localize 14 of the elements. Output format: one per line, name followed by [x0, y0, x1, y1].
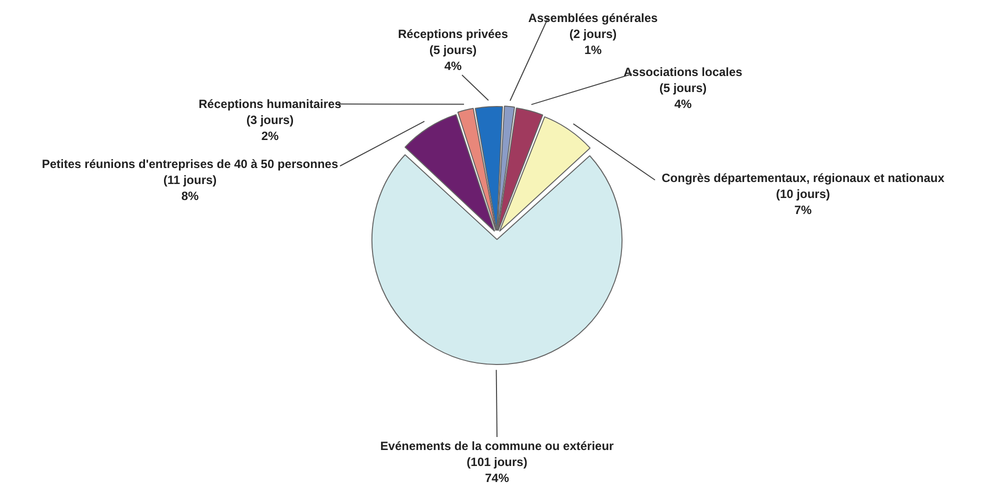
data-label: (3 jours) 2%	[246, 113, 294, 143]
data-label: (101 jours) 74%	[466, 455, 528, 485]
slice-label: Congrès départementaux, régionaux et nationaux	[662, 171, 945, 185]
slice-label: Assemblées générales	[528, 11, 658, 25]
data-label: (2 jours) 1%	[569, 27, 617, 57]
slice-label: Réceptions privées	[398, 27, 508, 41]
slice-label: Associations locales	[624, 65, 743, 79]
data-label: (10 jours) 7%	[776, 187, 830, 217]
data-label: (11 jours) 8%	[163, 173, 217, 203]
data-label: (5 jours) 4%	[429, 43, 477, 73]
slice-label: Petites réunions d'entreprises de 40 à 50 personnes	[42, 157, 338, 171]
slice-label: Réceptions humanitaires	[198, 97, 342, 111]
data-label: (5 jours) 4%	[659, 81, 707, 111]
slice-label: Evénements de la commune ou extérieur	[380, 439, 614, 453]
